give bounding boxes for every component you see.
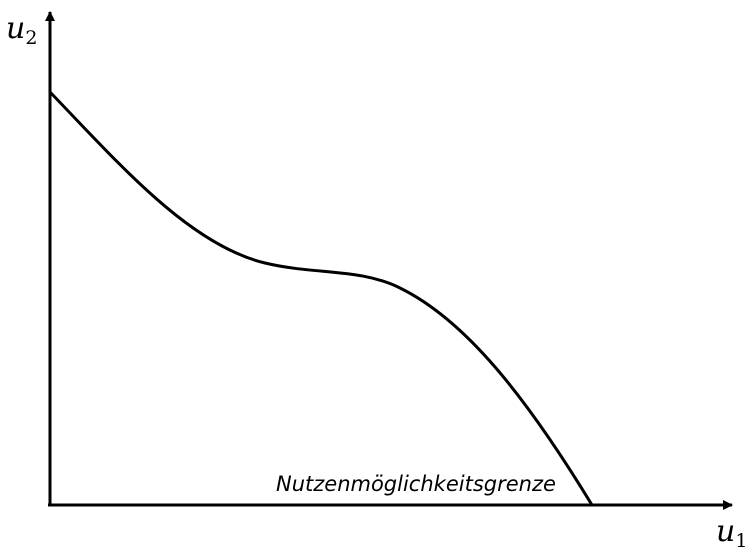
utility-possibility-frontier-curve [48, 90, 594, 507]
x-axis-label-symbol: u [716, 514, 735, 549]
x-axis-label: u1 [716, 514, 747, 552]
y-axis-label-subscript: 2 [25, 27, 37, 49]
y-axis-label-symbol: u [6, 11, 25, 46]
curve-label: Nutzenmöglichkeitsgrenze [276, 472, 556, 496]
y-axis-label: u2 [6, 11, 37, 49]
x-axis-label-subscript: 1 [735, 530, 747, 552]
